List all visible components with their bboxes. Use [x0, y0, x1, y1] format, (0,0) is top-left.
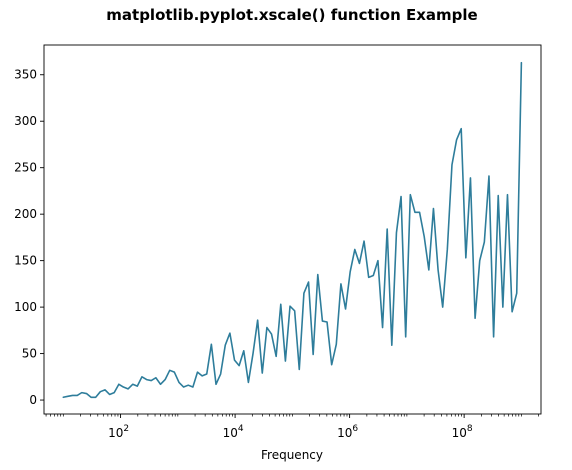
y-tick-label-50: 50	[22, 347, 37, 361]
x-tick-label-6: 106	[337, 424, 358, 440]
y-tick-label-300: 300	[14, 114, 37, 128]
y-tick-label-100: 100	[14, 300, 37, 314]
x-tick-label-4: 104	[223, 424, 244, 440]
series-line	[62, 61, 523, 399]
x-tick-label-2: 102	[108, 424, 129, 440]
y-tick-label-200: 200	[14, 207, 37, 221]
x-tick-label-8: 108	[452, 424, 473, 440]
axes-frame	[43, 44, 542, 415]
chart-title: matplotlib.pyplot.xscale() function Exam…	[106, 6, 477, 24]
plot-area: 0 50 100 150 200 250 300 350 102 104 106 108	[14, 44, 542, 440]
x-axis-label: Frequency	[261, 448, 323, 462]
y-tick-label-250: 250	[14, 161, 37, 175]
y-tick-label-0: 0	[29, 393, 37, 407]
y-tick-label-350: 350	[14, 68, 37, 82]
y-tick-label-150: 150	[14, 254, 37, 268]
